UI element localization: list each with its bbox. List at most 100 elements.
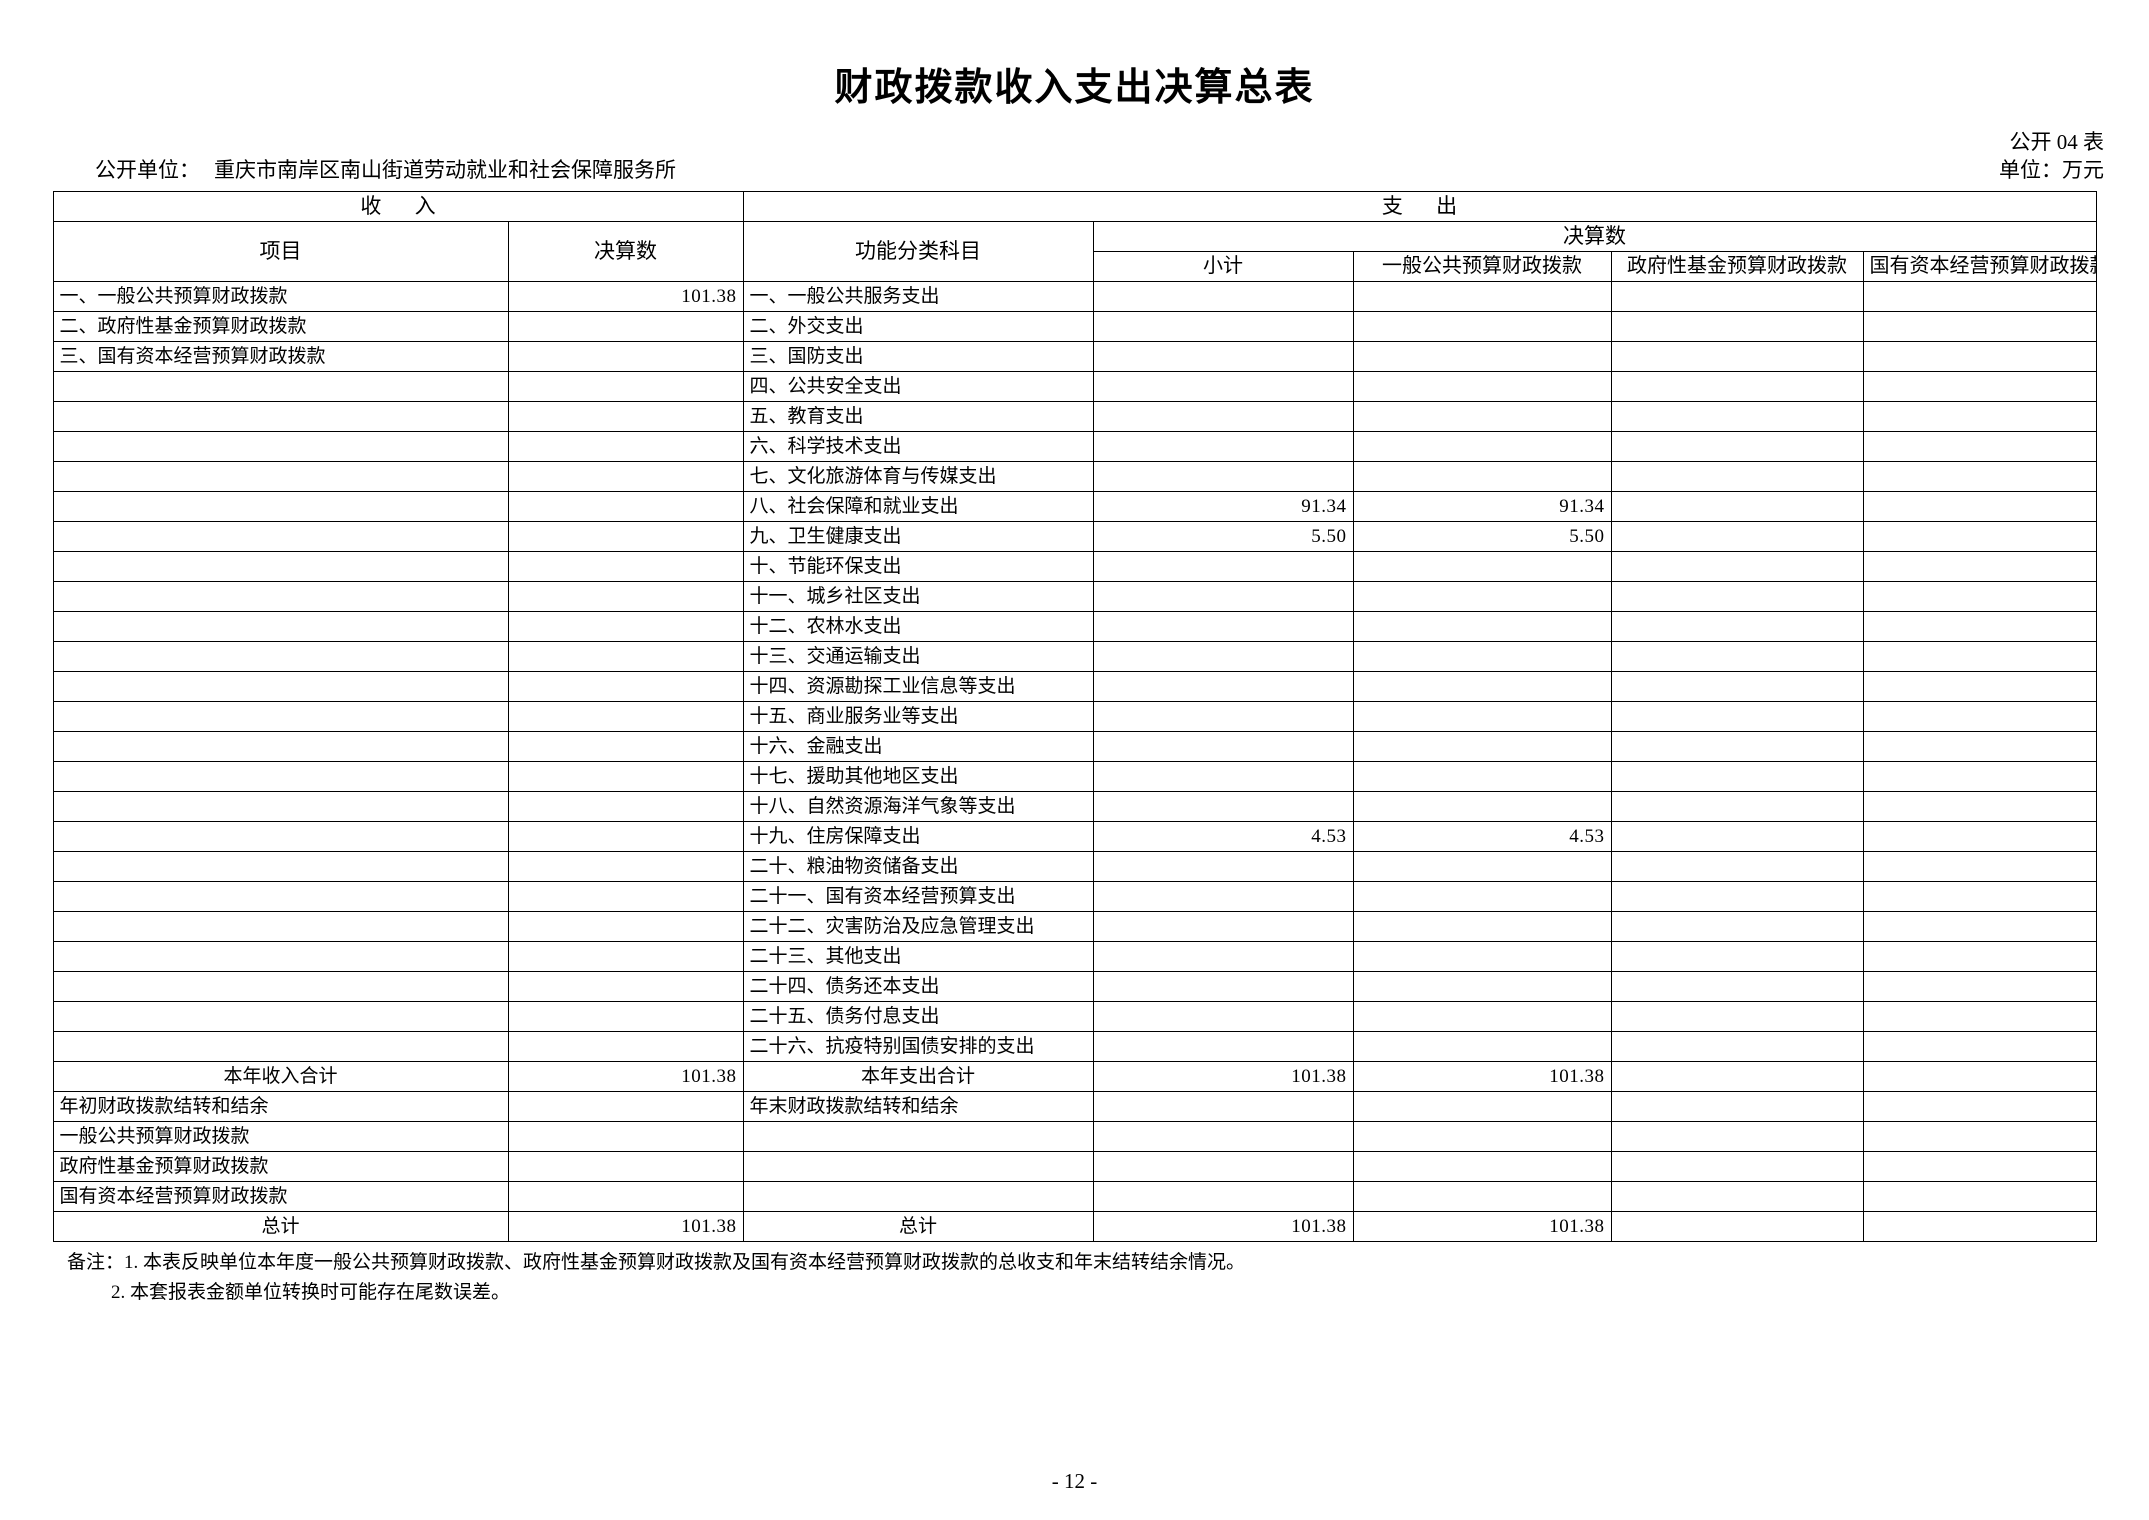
- expenditure-gov-fund: [1610, 701, 1864, 732]
- expenditure-general-public: [1352, 971, 1612, 1002]
- expenditure-state-capital: [1862, 521, 2097, 552]
- col-state-capital-budget: 国有资本经营预算财政拨款: [1862, 251, 2097, 282]
- expenditure-state-capital: [1862, 821, 2097, 852]
- expenditure-item-label: 二十二、灾害防治及应急管理支出: [742, 911, 1094, 942]
- income-item-label: [52, 431, 509, 462]
- expenditure-subtotal: [1092, 1001, 1354, 1032]
- expenditure-subtotal: [1092, 281, 1354, 312]
- expenditure-gov-fund: [1610, 371, 1864, 402]
- income-item-label: [52, 521, 509, 552]
- carryover-gov-fund: [1610, 1181, 1864, 1212]
- expenditure-item-label: 七、文化旅游体育与传媒支出: [742, 461, 1094, 492]
- expenditure-general-public: [1352, 371, 1612, 402]
- income-item-amount: [507, 971, 744, 1002]
- expenditure-state-capital: [1862, 641, 2097, 672]
- grand-total-state-capital: [1862, 1211, 2097, 1242]
- page-title: 财政拨款收入支出决算总表: [834, 67, 1315, 109]
- expenditure-gov-fund: [1610, 311, 1864, 342]
- expenditure-general-public: [1352, 341, 1612, 372]
- expenditure-general-public: [1352, 881, 1612, 912]
- expenditure-state-capital: [1862, 341, 2097, 372]
- expenditure-gov-fund: [1610, 491, 1864, 522]
- expenditure-state-capital: [1862, 1001, 2097, 1032]
- expenditure-state-capital: [1862, 491, 2097, 522]
- expenditure-gov-fund: [1610, 641, 1864, 672]
- annual-total-row: 本年收入合计 101.38 本年支出合计 101.38 101.38: [52, 1061, 2097, 1092]
- expenditure-item-label: 十三、交通运输支出: [742, 641, 1094, 672]
- income-item-amount: [507, 821, 744, 852]
- table-row: 十、节能环保支出: [52, 551, 2097, 582]
- income-item-amount: [507, 1031, 744, 1062]
- income-item-amount: [507, 671, 744, 702]
- expenditure-gov-fund: [1610, 581, 1864, 612]
- expenditure-general-public: [1352, 311, 1612, 342]
- income-item-label: [52, 821, 509, 852]
- carryover-state-capital: [1862, 1121, 2097, 1152]
- expenditure-state-capital: [1862, 971, 2097, 1002]
- expenditure-total-state-capital: [1862, 1061, 2097, 1092]
- col-income-item: 项目: [52, 221, 509, 282]
- income-item-label: [52, 551, 509, 582]
- expenditure-item-label: 十、节能环保支出: [742, 551, 1094, 582]
- carryover-row: 国有资本经营预算财政拨款: [52, 1181, 2097, 1212]
- expenditure-subtotal: [1092, 701, 1354, 732]
- income-item-label: [52, 791, 509, 822]
- carryover-state-capital: [1862, 1091, 2097, 1122]
- expenditure-item-label: 五、教育支出: [742, 401, 1094, 432]
- expenditure-general-public: [1352, 281, 1612, 312]
- expenditure-state-capital: [1862, 611, 2097, 642]
- income-total-amount: 101.38: [507, 1061, 744, 1092]
- income-item-amount: [507, 791, 744, 822]
- expenditure-gov-fund: [1610, 731, 1864, 762]
- income-item-amount: [507, 311, 744, 342]
- income-item-amount: [507, 371, 744, 402]
- income-item-amount: [507, 761, 744, 792]
- header-subgroup-row: 项目 决算数 功能分类科目 决算数: [52, 221, 2097, 282]
- table-row: 二十三、其他支出: [52, 941, 2097, 972]
- carryover-expenditure-label: [742, 1151, 1094, 1182]
- income-item-amount: [507, 941, 744, 972]
- grand-total-income-label: 总计: [52, 1211, 509, 1242]
- income-item-amount: [507, 431, 744, 462]
- expenditure-subtotal: [1092, 881, 1354, 912]
- disclosing-unit-name: 重庆市南岸区南山街道劳动就业和社会保障服务所: [214, 158, 676, 182]
- expenditure-item-label: 十五、商业服务业等支出: [742, 701, 1094, 732]
- expenditure-item-label: 二十、粮油物资储备支出: [742, 851, 1094, 882]
- expenditure-subtotal: [1092, 911, 1354, 942]
- expenditure-gov-fund: [1610, 521, 1864, 552]
- expenditure-item-label: 二十三、其他支出: [742, 941, 1094, 972]
- grand-total-gov-fund: [1610, 1211, 1864, 1242]
- expenditure-item-label: 二十一、国有资本经营预算支出: [742, 881, 1094, 912]
- income-item-label: 二、政府性基金预算财政拨款: [52, 311, 509, 342]
- expenditure-gov-fund: [1610, 821, 1864, 852]
- expenditure-general-public: [1352, 551, 1612, 582]
- table-row: 十二、农林水支出: [52, 611, 2097, 642]
- income-item-label: [52, 581, 509, 612]
- expenditure-general-public: [1352, 431, 1612, 462]
- col-expenditure-amount-group: 决算数: [1092, 221, 2097, 252]
- carryover-expenditure-label: [742, 1121, 1094, 1152]
- col-general-public-budget: 一般公共预算财政拨款: [1352, 251, 1612, 282]
- expenditure-item-label: 十一、城乡社区支出: [742, 581, 1094, 612]
- expenditure-gov-fund: [1610, 851, 1864, 882]
- expenditure-subtotal: [1092, 971, 1354, 1002]
- expenditure-item-label: 一、一般公共服务支出: [742, 281, 1094, 312]
- income-item-label: [52, 671, 509, 702]
- expenditure-gov-fund: [1610, 401, 1864, 432]
- income-item-label: [52, 941, 509, 972]
- financial-appropriation-table: 收 入 支 出 项目 决算数 功能分类科目 决算数 小计 一般公共预算财政拨款 …: [52, 191, 2097, 1242]
- note-2: 2. 本套报表金额单位转换时可能存在尾数误差。: [111, 1282, 511, 1303]
- expenditure-state-capital: [1862, 581, 2097, 612]
- income-item-label: [52, 1031, 509, 1062]
- table-row: 十一、城乡社区支出: [52, 581, 2097, 612]
- expenditure-total-general-public: 101.38: [1352, 1061, 1612, 1092]
- expenditure-state-capital: [1862, 881, 2097, 912]
- carryover-general-public: [1352, 1151, 1612, 1182]
- header-group-row: 收 入 支 出: [52, 191, 2097, 222]
- expenditure-state-capital: [1862, 911, 2097, 942]
- table-row: 二十五、债务付息支出: [52, 1001, 2097, 1032]
- income-item-amount: 101.38: [507, 281, 744, 312]
- expenditure-general-public: [1352, 1031, 1612, 1062]
- carryover-income-label: 一般公共预算财政拨款: [52, 1121, 509, 1152]
- table-row: 二、政府性基金预算财政拨款 二、外交支出: [52, 311, 2097, 342]
